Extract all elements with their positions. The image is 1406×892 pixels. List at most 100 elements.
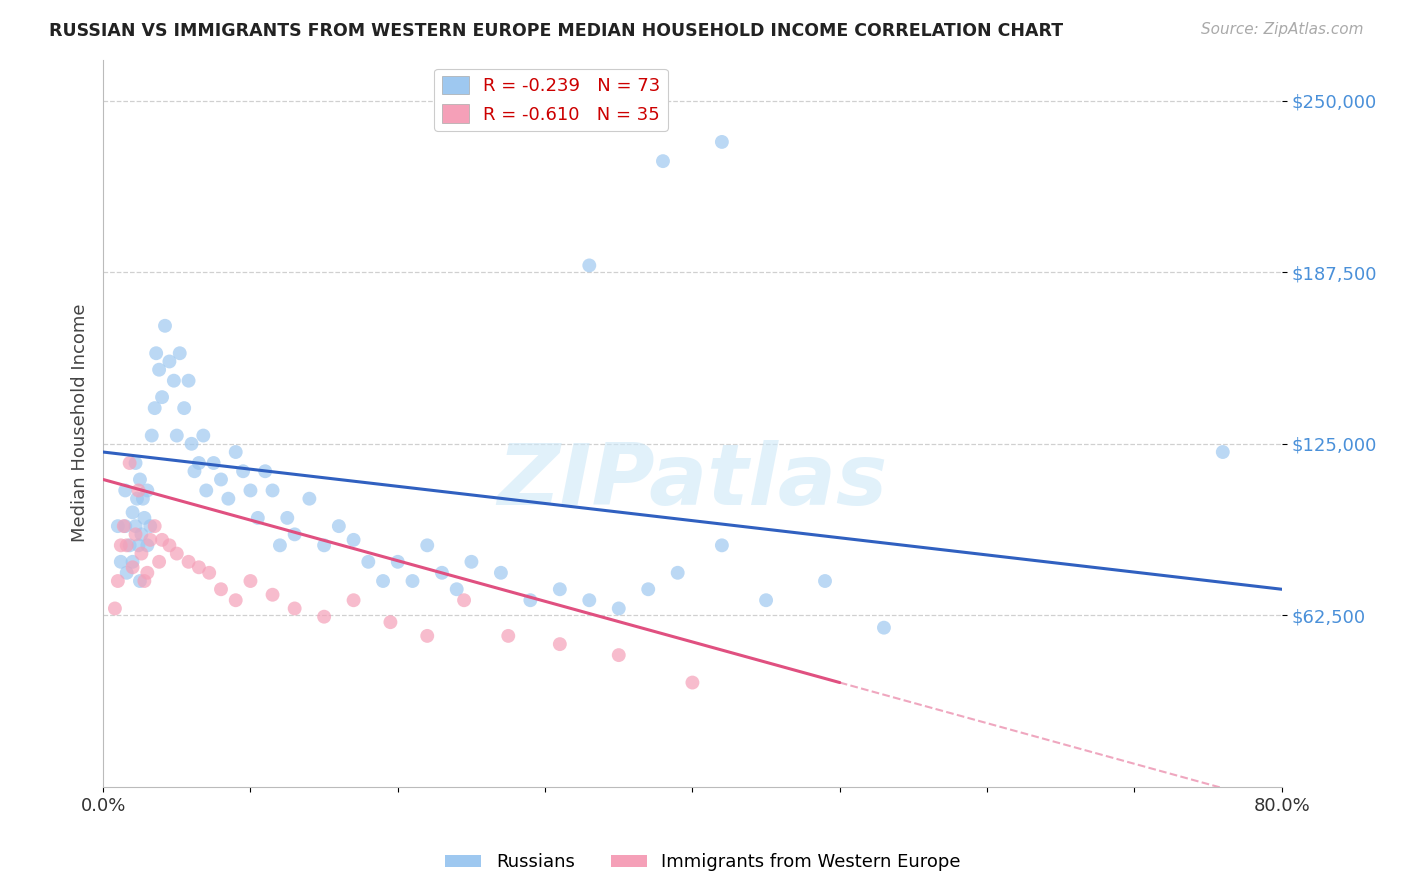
- Point: [298, 491, 321, 506]
- Point: [121, 560, 143, 574]
- Point: [416, 629, 439, 643]
- Text: Source: ZipAtlas.com: Source: ZipAtlas.com: [1201, 22, 1364, 37]
- Point: [342, 533, 364, 547]
- Point: [380, 615, 402, 630]
- Point: [150, 390, 173, 404]
- Point: [143, 519, 166, 533]
- Point: [209, 582, 232, 597]
- Point: [118, 456, 141, 470]
- Point: [453, 593, 475, 607]
- Point: [357, 555, 380, 569]
- Point: [131, 527, 153, 541]
- Point: [814, 574, 837, 588]
- Point: [159, 354, 181, 368]
- Text: ZIPatlas: ZIPatlas: [498, 440, 887, 523]
- Point: [104, 601, 127, 615]
- Point: [314, 609, 336, 624]
- Point: [269, 538, 291, 552]
- Point: [183, 464, 205, 478]
- Point: [519, 593, 541, 607]
- Point: [578, 593, 600, 607]
- Point: [129, 574, 152, 588]
- Point: [134, 511, 156, 525]
- Point: [166, 428, 188, 442]
- Point: [159, 538, 181, 552]
- Point: [114, 519, 136, 533]
- Point: [153, 318, 176, 333]
- Point: [187, 560, 209, 574]
- Point: [710, 135, 733, 149]
- Point: [681, 675, 703, 690]
- Point: [127, 538, 149, 552]
- Point: [187, 456, 209, 470]
- Point: [124, 519, 146, 533]
- Point: [239, 483, 262, 498]
- Point: [166, 547, 188, 561]
- Point: [150, 533, 173, 547]
- Point: [254, 464, 277, 478]
- Point: [125, 491, 148, 506]
- Point: [637, 582, 659, 597]
- Point: [163, 374, 186, 388]
- Point: [548, 582, 571, 597]
- Point: [107, 574, 129, 588]
- Point: [131, 547, 153, 561]
- Point: [710, 538, 733, 552]
- Point: [124, 456, 146, 470]
- Point: [107, 519, 129, 533]
- Text: RUSSIAN VS IMMIGRANTS FROM WESTERN EUROPE MEDIAN HOUSEHOLD INCOME CORRELATION CH: RUSSIAN VS IMMIGRANTS FROM WESTERN EUROP…: [49, 22, 1063, 40]
- Point: [225, 445, 247, 459]
- Point: [198, 566, 221, 580]
- Point: [209, 473, 232, 487]
- Point: [193, 428, 215, 442]
- Point: [607, 648, 630, 662]
- Point: [134, 574, 156, 588]
- Point: [328, 519, 350, 533]
- Point: [607, 601, 630, 615]
- Point: [110, 555, 132, 569]
- Point: [148, 555, 170, 569]
- Point: [114, 483, 136, 498]
- Point: [387, 555, 409, 569]
- Point: [460, 555, 482, 569]
- Point: [121, 555, 143, 569]
- Point: [342, 593, 364, 607]
- Point: [132, 491, 155, 506]
- Point: [371, 574, 394, 588]
- Point: [136, 483, 159, 498]
- Point: [416, 538, 439, 552]
- Point: [666, 566, 689, 580]
- Point: [177, 374, 200, 388]
- Point: [136, 538, 159, 552]
- Point: [489, 566, 512, 580]
- Point: [578, 259, 600, 273]
- Point: [129, 473, 152, 487]
- Point: [180, 437, 202, 451]
- Point: [121, 505, 143, 519]
- Legend: Russians, Immigrants from Western Europe: Russians, Immigrants from Western Europe: [439, 847, 967, 879]
- Point: [225, 593, 247, 607]
- Point: [284, 601, 307, 615]
- Point: [112, 519, 135, 533]
- Point: [548, 637, 571, 651]
- Point: [124, 527, 146, 541]
- Legend: R = -0.239   N = 73, R = -0.610   N = 35: R = -0.239 N = 73, R = -0.610 N = 35: [434, 69, 668, 131]
- Point: [217, 491, 239, 506]
- Point: [446, 582, 468, 597]
- Point: [246, 511, 269, 525]
- Point: [115, 538, 138, 552]
- Point: [284, 527, 307, 541]
- Point: [755, 593, 778, 607]
- Point: [873, 621, 896, 635]
- Point: [169, 346, 191, 360]
- Point: [496, 629, 519, 643]
- Point: [430, 566, 453, 580]
- Point: [232, 464, 254, 478]
- Point: [202, 456, 225, 470]
- Point: [127, 483, 149, 498]
- Point: [262, 588, 284, 602]
- Point: [177, 555, 200, 569]
- Point: [173, 401, 195, 416]
- Point: [118, 538, 141, 552]
- Point: [139, 519, 162, 533]
